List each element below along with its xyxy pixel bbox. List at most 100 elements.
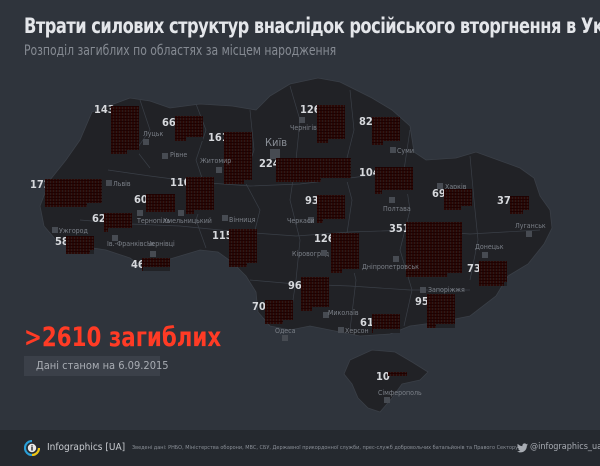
city-marker-icon — [420, 287, 426, 293]
city-label: Ужгород — [59, 227, 88, 235]
capital-label: Київ — [265, 136, 288, 149]
city-marker-icon — [393, 256, 399, 262]
city-marker-icon — [323, 312, 329, 318]
region-value: 58 — [55, 235, 69, 248]
casualty-pictogram-block — [479, 261, 507, 286]
casualty-pictogram-block — [229, 229, 257, 267]
city-label: Ів.-Франківськ — [107, 240, 155, 248]
city-label: Луцьк — [143, 130, 164, 138]
casualty-pictogram-block — [111, 106, 139, 154]
footer: Infographics [UA] Зведені дані: РНБО, Мі… — [0, 430, 600, 466]
city-marker-icon — [482, 252, 488, 258]
region-value: 96 — [288, 279, 302, 292]
region-value: 115 — [212, 229, 233, 242]
casualty-pictogram-block — [331, 233, 359, 273]
city-label: Хмельницький — [163, 217, 212, 225]
city-label: Донецьк — [475, 243, 504, 251]
casualty-pictogram-block — [406, 222, 462, 277]
city-marker-icon — [389, 197, 395, 203]
region-value: 93 — [305, 194, 319, 207]
region-value: 70 — [252, 300, 266, 313]
twitter-icon[interactable] — [517, 443, 528, 453]
casualty-pictogram-block — [510, 196, 529, 214]
city-label: Львів — [113, 180, 131, 188]
city-label: Луганськ — [515, 222, 546, 230]
city-marker-icon — [137, 210, 143, 216]
city-label: Суми — [397, 147, 414, 155]
casualty-pictogram-block — [45, 179, 102, 207]
casualty-pictogram-block — [175, 116, 203, 141]
region-value: 126 — [314, 232, 335, 245]
region-value: 10 — [376, 370, 390, 383]
brand-name: Infographics [UA] — [47, 442, 126, 453]
city-marker-icon — [150, 251, 156, 257]
city-label: Рівне — [170, 151, 188, 159]
casualty-pictogram-block — [375, 167, 413, 194]
city-label: Тернопіль — [137, 217, 171, 225]
city-marker-icon — [106, 180, 112, 186]
city-label: Дніпропетровськ — [362, 263, 419, 271]
region-value: 224 — [259, 157, 280, 170]
page-subtitle: Розподіл загиблих по областях за місцем … — [24, 43, 337, 59]
casualty-pictogram-block — [317, 105, 345, 143]
page-title: Втрати силових структур внаслідок російс… — [24, 14, 600, 38]
city-marker-icon — [390, 147, 396, 153]
city-marker-icon — [338, 327, 344, 333]
city-marker-icon — [282, 335, 288, 341]
city-label: Запоріжжя — [428, 286, 465, 294]
region-value: 82 — [359, 115, 373, 128]
region-value: 143 — [94, 103, 115, 116]
city-marker-icon — [162, 153, 168, 159]
total-casualties: >2610 загиблих — [24, 322, 222, 353]
region-value: 46 — [131, 258, 145, 271]
region-value: 37 — [497, 194, 511, 207]
date-note: Дані станом на 6.09.2015 — [36, 359, 169, 372]
region-value: 62 — [92, 212, 106, 225]
city-marker-icon — [216, 167, 222, 173]
city-marker-icon — [299, 117, 305, 123]
region-value: 61 — [360, 316, 374, 329]
casualty-pictogram-block — [372, 314, 400, 333]
city-label: Кіровоград — [292, 250, 330, 258]
city-label: Чернівці — [147, 240, 175, 248]
region-value: 60 — [134, 193, 148, 206]
region-value: 161 — [208, 131, 229, 144]
region-value: 66 — [162, 116, 176, 129]
casualty-pictogram-block — [104, 213, 132, 232]
casualty-pictogram-block — [444, 189, 472, 210]
oblast-borders — [79, 85, 541, 331]
region-value: 351 — [389, 222, 410, 235]
casualty-pictogram-block — [146, 194, 175, 212]
casualty-pictogram-block — [317, 195, 345, 223]
casualty-pictogram-block — [265, 300, 293, 324]
city-marker-icon — [384, 397, 390, 403]
city-label: Одеса — [275, 327, 296, 335]
city-label: Миколаїв — [328, 309, 359, 317]
city-marker-icon — [143, 139, 149, 145]
twitter-handle-link[interactable]: @infographics_ua — [530, 442, 600, 452]
city-label: Вінниця — [229, 216, 256, 224]
data-sources: Зведені дані: РНБО, Міністерства оборони… — [132, 445, 519, 451]
city-marker-icon — [178, 210, 184, 216]
city-label: Житомир — [200, 157, 232, 165]
city-marker-icon — [526, 231, 532, 237]
infographics-logo-icon — [24, 440, 40, 456]
casualty-pictogram-block — [388, 372, 407, 376]
city-marker-icon — [222, 215, 228, 221]
region-value: 69 — [432, 187, 446, 200]
city-marker-icon — [112, 235, 118, 241]
casualty-pictogram-block — [301, 277, 329, 311]
city-marker-icon — [308, 217, 314, 223]
casualty-pictogram-block — [372, 117, 400, 145]
city-label: Харків — [445, 183, 467, 191]
region-value: 110 — [170, 176, 191, 189]
region-value: 73 — [467, 262, 481, 275]
region-value: 126 — [300, 103, 321, 116]
casualty-pictogram-block — [142, 258, 170, 271]
casualty-pictogram-block — [186, 177, 214, 214]
city-label: Полтава — [383, 205, 411, 213]
city-label: Херсон — [345, 327, 369, 335]
city-marker-icon — [321, 250, 327, 256]
city-label: Чернігів — [290, 124, 317, 132]
casualty-pictogram-block — [276, 158, 351, 182]
